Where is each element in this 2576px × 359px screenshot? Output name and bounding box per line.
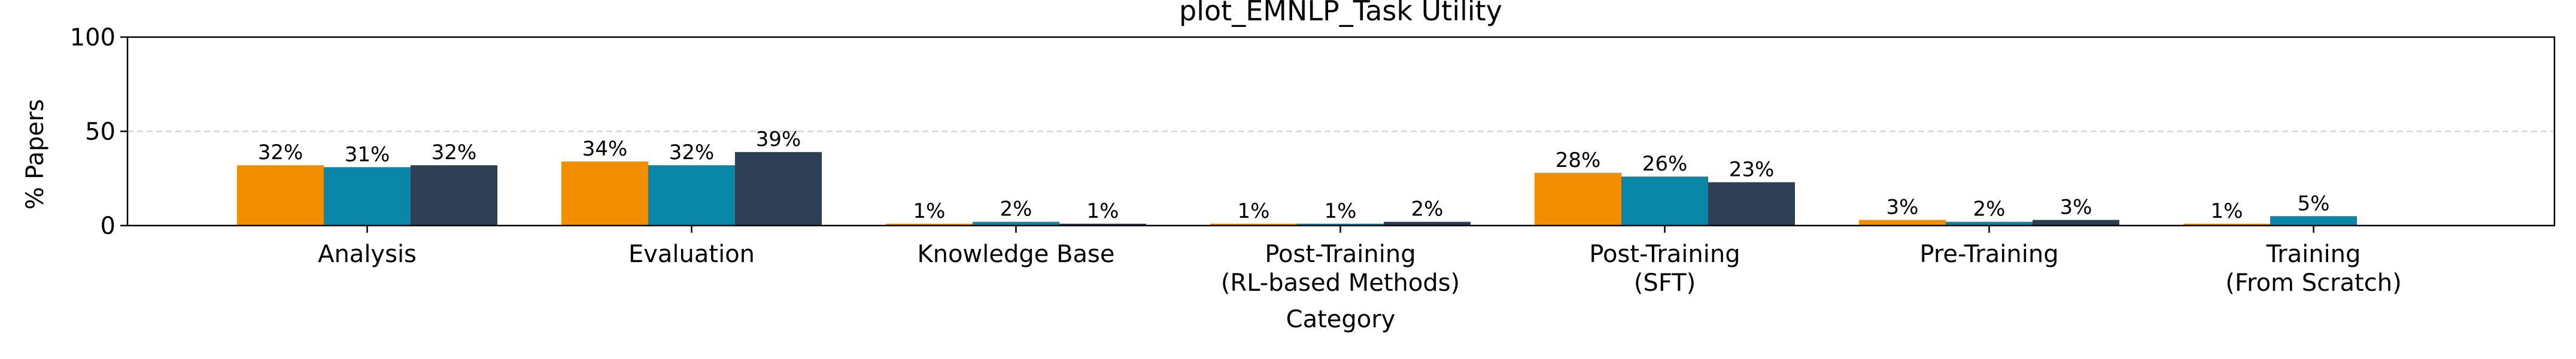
bar (2183, 223, 2270, 226)
bar-value-label: 5% (2298, 191, 2330, 215)
bar-value-label: 2% (1411, 197, 1444, 221)
bar-value-label: 2% (1000, 197, 1032, 221)
bar (411, 165, 497, 226)
x-tick-label: Pre-Training (1919, 241, 2058, 268)
bar (1859, 220, 1946, 226)
bar-value-label: 1% (1087, 199, 1119, 223)
bar-value-label: 1% (2211, 199, 2243, 223)
bar-value-label: 2% (1973, 197, 2006, 221)
bar (1384, 221, 1471, 226)
bar-value-label: 3% (1887, 196, 1919, 220)
x-tick-label: Training (From Scratch) (2225, 241, 2401, 297)
x-tick-label: Knowledge Base (918, 241, 1115, 268)
x-axis-label: Category (1286, 306, 1396, 333)
bar (237, 165, 324, 226)
bar (1946, 221, 2033, 226)
plot-area: 32% 34% 1% 1% 28% 3% 1% 31% 32% 2% 1% 26% 2% 5% 32% 39%… (70, 24, 2556, 297)
y-tick-label: 50 (85, 118, 116, 146)
bar (735, 152, 822, 226)
bar-value-label: 32% (258, 141, 303, 165)
bar-value-label: 32% (669, 141, 715, 165)
bar (973, 221, 1059, 226)
bar-value-label: 3% (2060, 196, 2092, 220)
bar (1210, 223, 1297, 226)
bar-value-label: 26% (1642, 152, 1688, 176)
bar (1059, 223, 1146, 226)
x-tick-label: Analysis (318, 241, 417, 268)
bar-value-label: 34% (582, 137, 628, 161)
bar (2033, 220, 2119, 226)
x-tick-label: Evaluation (628, 241, 755, 268)
bar (1621, 177, 1708, 226)
bar-value-label: 31% (345, 142, 390, 166)
bar (1297, 223, 1384, 226)
y-tick-label: 0 (101, 212, 116, 240)
bar-value-label: 23% (1729, 158, 1775, 182)
bar-value-label: 1% (1238, 199, 1270, 223)
y-tick-label: 100 (70, 24, 116, 51)
bar (561, 161, 648, 226)
y-axis-label: % Papers (22, 99, 49, 210)
bar (2270, 216, 2357, 226)
bar-value-label: 32% (432, 141, 477, 165)
bar (1535, 172, 1621, 226)
chart-title: plot_EMNLP_Task Utility (1179, 0, 1502, 27)
bar (886, 223, 973, 226)
bar (648, 165, 735, 226)
x-tick-label: Post-Training (SFT) (1589, 241, 1740, 297)
bar (324, 167, 411, 226)
x-tick-label: Post-Training (RL-based Methods) (1221, 241, 1460, 297)
bar (1708, 182, 1795, 226)
bar-value-label: 1% (913, 199, 946, 223)
bar-value-label: 28% (1556, 148, 1601, 172)
bar-value-label: 39% (756, 127, 801, 151)
bar-value-label: 1% (1325, 199, 1357, 223)
